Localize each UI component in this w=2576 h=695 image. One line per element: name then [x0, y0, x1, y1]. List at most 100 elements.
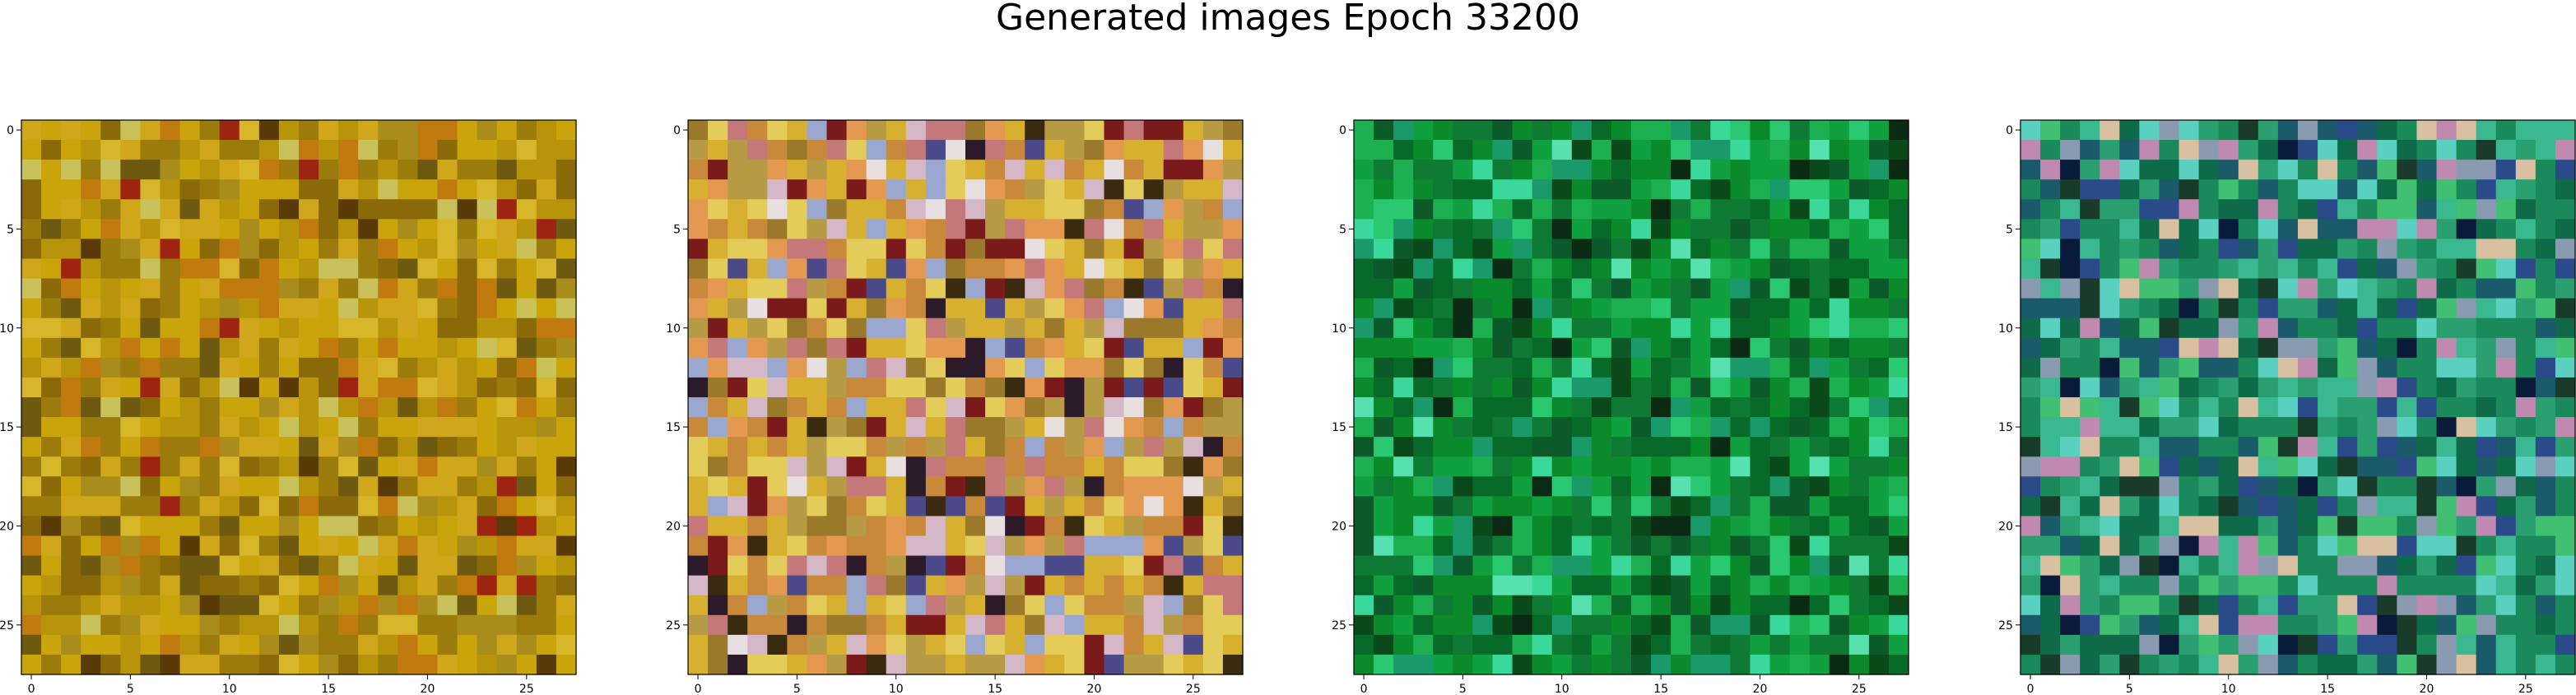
image-pixel	[378, 278, 398, 299]
image-pixel	[1571, 239, 1593, 260]
image-pixel	[61, 120, 81, 141]
image-pixel	[477, 634, 498, 656]
image-pixel	[1671, 377, 1691, 398]
image-pixel	[708, 278, 728, 299]
image-pixel	[1374, 614, 1394, 636]
image-pixel	[338, 595, 359, 616]
y-tick-label: 15	[1998, 421, 2013, 434]
image-pixel	[2377, 397, 2397, 418]
image-pixel	[2377, 516, 2397, 537]
image-pixel	[100, 437, 121, 457]
image-pixel	[945, 555, 966, 577]
image-pixel	[1492, 397, 1514, 418]
image-pixel	[2456, 239, 2477, 260]
image-pixel	[2515, 634, 2536, 656]
image-pixel	[2456, 258, 2477, 280]
image-pixel	[1730, 595, 1751, 616]
image-pixel	[1769, 140, 1791, 160]
image-pixel	[536, 654, 557, 675]
image-pixel	[2238, 258, 2259, 280]
image-pixel	[2495, 199, 2517, 220]
image-pixel	[556, 219, 577, 240]
image-pixel	[2456, 219, 2477, 240]
image-pixel	[160, 377, 181, 398]
image-pixel	[516, 120, 537, 141]
x-tick-label: 20	[1753, 683, 1768, 695]
image-pixel	[417, 516, 439, 537]
image-pixel	[1591, 357, 1612, 378]
image-pixel	[1413, 456, 1434, 477]
image-pixel	[688, 595, 709, 616]
image-pixel	[100, 199, 121, 220]
image-pixel	[1453, 278, 1474, 299]
image-pixel	[1084, 496, 1105, 517]
image-pixel	[1611, 516, 1632, 537]
image-pixel	[1829, 555, 1850, 577]
image-pixel	[319, 614, 339, 636]
image-pixel	[1202, 456, 1224, 477]
image-pixel	[437, 179, 458, 200]
image-pixel	[2198, 179, 2220, 200]
image-pixel	[556, 258, 577, 280]
image-pixel	[536, 160, 557, 180]
image-pixel	[2377, 219, 2397, 240]
image-pixel	[2337, 437, 2358, 457]
image-pixel	[2257, 337, 2279, 359]
image-pixel	[2178, 120, 2200, 141]
image-pixel	[2555, 456, 2576, 477]
image-pixel	[536, 397, 557, 418]
image-pixel	[319, 634, 339, 656]
image-pixel	[1888, 456, 1909, 477]
image-pixel	[398, 437, 419, 457]
image-pixel	[378, 654, 398, 675]
image-pixel	[1413, 614, 1434, 636]
image-pixel	[496, 120, 518, 141]
image-pixel	[120, 456, 142, 477]
image-pixel	[2277, 298, 2299, 319]
image-pixel	[477, 140, 498, 160]
image-pixel	[2377, 357, 2397, 378]
image-pixel	[358, 258, 379, 280]
image-pixel	[2397, 575, 2418, 596]
image-pixel	[1123, 476, 1145, 497]
image-pixel	[1631, 179, 1652, 200]
image-pixel	[2099, 397, 2120, 418]
image-pixel	[1005, 377, 1025, 398]
image-pixel	[1809, 614, 1830, 636]
image-pixel	[398, 140, 419, 160]
image-pixel	[41, 555, 62, 577]
image-pixel	[2357, 417, 2378, 438]
image-pixel	[140, 437, 161, 457]
image-pixel	[1025, 397, 1045, 418]
image-pixel	[965, 179, 986, 200]
image-pixel	[1631, 595, 1652, 616]
image-pixel	[378, 634, 398, 656]
image-pixel	[2198, 120, 2220, 141]
image-pixel	[100, 298, 121, 319]
image-pixel	[2257, 516, 2279, 537]
image-pixel	[1888, 555, 1909, 577]
image-pixel	[2397, 476, 2418, 497]
image-pixel	[1868, 614, 1890, 636]
image-pixel	[338, 199, 359, 220]
image-pixel	[199, 298, 221, 319]
image-pixel	[2257, 199, 2279, 220]
image-pixel	[2318, 555, 2338, 577]
image-pixel	[2119, 160, 2141, 180]
image-pixel	[1025, 654, 1045, 675]
image-pixel	[100, 535, 121, 557]
image-pixel	[2040, 417, 2061, 438]
image-pixel	[2555, 160, 2576, 180]
image-pixel	[1868, 417, 1890, 438]
image-pixel	[1829, 417, 1850, 438]
image-pixel	[2495, 614, 2517, 636]
image-pixel	[199, 120, 221, 141]
image-pixel	[2337, 377, 2358, 398]
image-pixel	[1611, 575, 1632, 596]
image-pixel	[239, 317, 260, 339]
image-pixel	[826, 337, 848, 359]
image-pixel	[457, 120, 478, 141]
image-pixel	[536, 634, 557, 656]
image-pixel	[945, 575, 966, 596]
image-pixel	[2377, 437, 2397, 457]
